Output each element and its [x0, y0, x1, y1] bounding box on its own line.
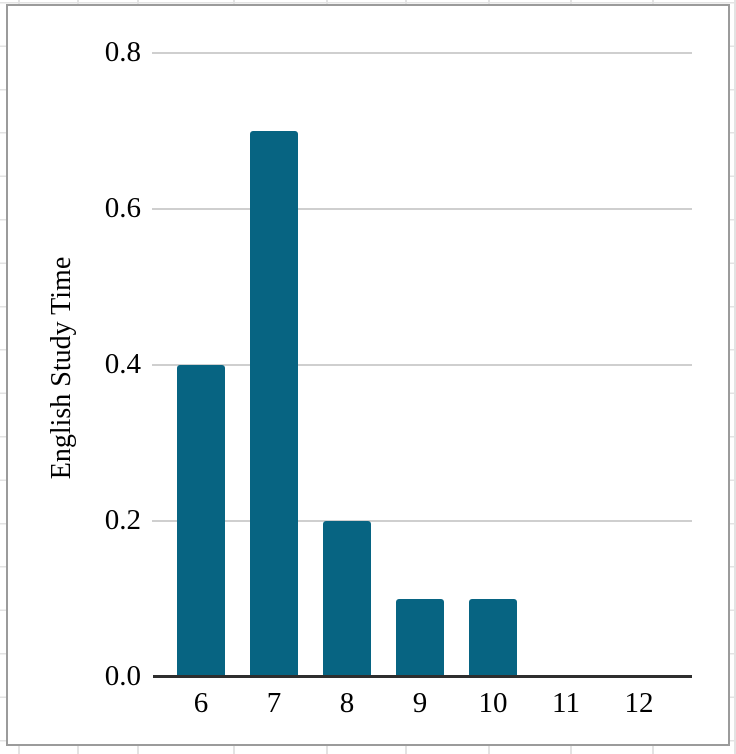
y-gridline: [152, 52, 692, 54]
x-tick-label: 6: [193, 687, 209, 719]
x-tick-label: 10: [478, 687, 508, 719]
x-tick-label: 7: [266, 687, 282, 719]
bar-9[interactable]: [396, 599, 444, 677]
y-tick-label: 0.0: [104, 660, 141, 692]
bar-7[interactable]: [250, 131, 298, 677]
x-axis-line: [153, 675, 692, 678]
y-tick-label: 0.6: [104, 192, 141, 224]
bar-6[interactable]: [177, 365, 225, 677]
x-tick-label: 12: [624, 687, 654, 719]
x-tick-label: 9: [412, 687, 428, 719]
y-tick-label: 0.4: [104, 348, 141, 380]
y-gridline: [152, 364, 692, 366]
y-gridline: [152, 208, 692, 210]
spreadsheet-column-line: [734, 0, 736, 754]
y-tick-label: 0.8: [104, 36, 141, 68]
y-gridline: [152, 520, 692, 522]
y-tick-label: 0.2: [104, 504, 141, 536]
bar-10[interactable]: [469, 599, 517, 677]
x-tick-label: 8: [339, 687, 355, 719]
x-tick-label: 11: [552, 687, 580, 719]
bar-8[interactable]: [323, 521, 371, 677]
